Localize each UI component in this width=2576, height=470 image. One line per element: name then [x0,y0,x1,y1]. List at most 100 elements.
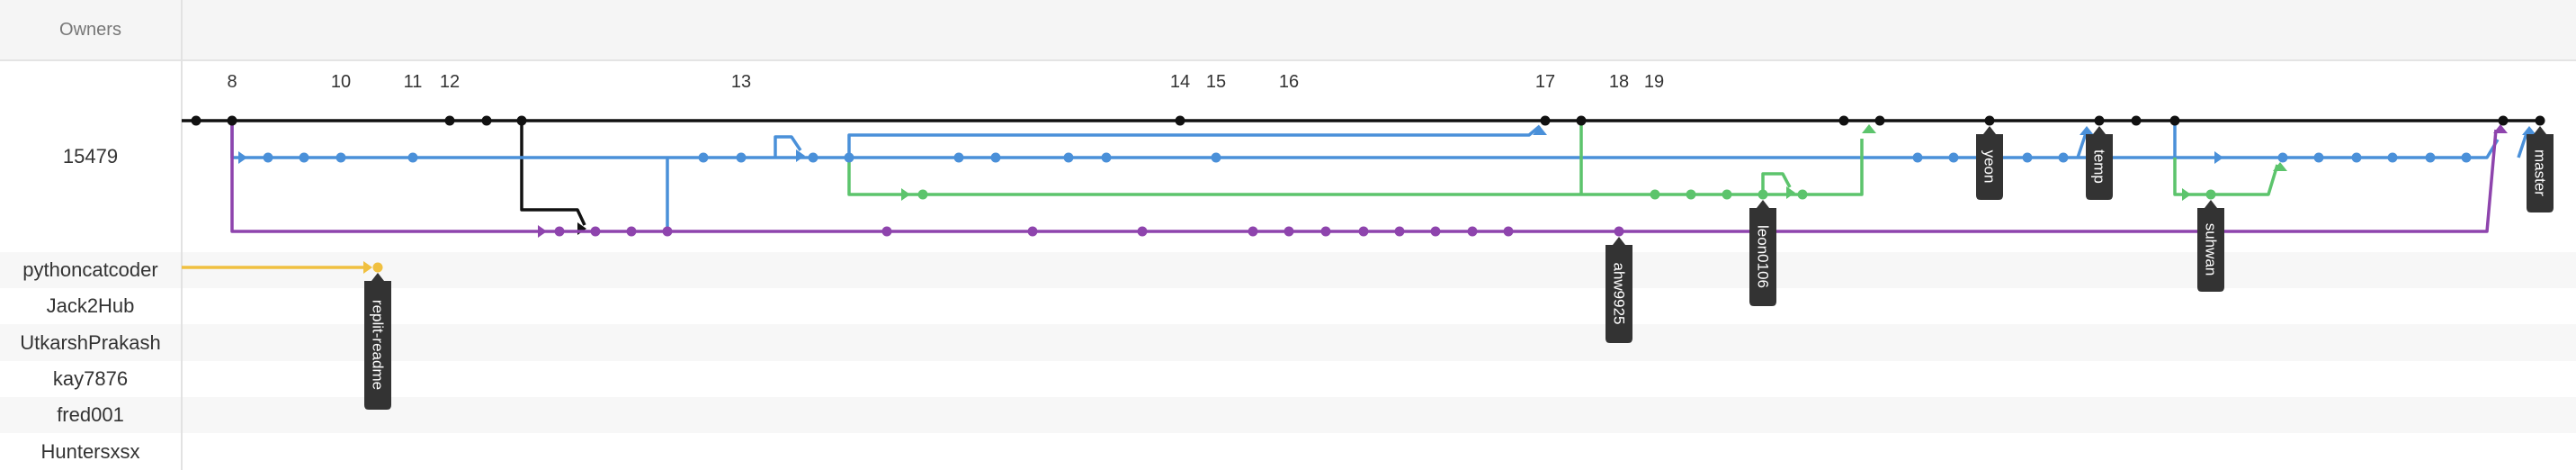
commit-dot[interactable] [1912,152,1923,163]
date-tick-label: 17 [1535,72,1555,92]
commit-dot[interactable] [2461,152,2472,163]
branch-label-tag[interactable]: ahw9925 [1606,237,1632,343]
owner-row: Jack2Hub [0,288,2576,324]
branch-label-background [2086,126,2113,200]
commit-dot[interactable] [1284,226,1294,237]
branch-label-tag[interactable]: master [2527,126,2554,212]
branch-label-tag[interactable]: temp [2086,126,2113,200]
commit-dot[interactable] [372,262,383,273]
branch-label-background [1606,237,1632,343]
commit-dot[interactable] [2425,152,2436,163]
commit-dot[interactable] [299,152,309,163]
blue-loop-line [774,135,802,158]
graph-header: Owners [0,0,2576,61]
commit-dot[interactable] [2535,115,2545,126]
green-branch-line [847,139,1864,196]
commit-dot[interactable] [1211,152,1221,163]
commit-dot[interactable] [590,226,601,237]
commit-dot[interactable] [263,152,273,163]
branch-label-text: leon0106 [1755,225,1772,288]
commit-dot[interactable] [1650,189,1660,200]
commit-dot[interactable] [1027,226,1038,237]
branch-label-tag[interactable]: suhwan [2197,200,2224,292]
commit-dot[interactable] [1614,226,1624,237]
commit-dot[interactable] [2313,152,2324,163]
commit-dot[interactable] [1101,152,1112,163]
commit-dot[interactable] [881,226,892,237]
commit-dot[interactable] [1540,115,1551,126]
commit-dot[interactable] [808,152,818,163]
commit-dot[interactable] [191,115,201,126]
commit-dot[interactable] [2169,115,2180,126]
commit-dot[interactable] [990,152,1001,163]
arrow-icon [2182,188,2191,201]
commit-dot[interactable] [1797,189,1808,200]
commit-dot[interactable] [1320,226,1331,237]
arrow-icon [538,225,547,238]
commit-dot[interactable] [1248,226,1258,237]
commit-dot[interactable] [2498,115,2509,126]
commit-dot[interactable] [1430,226,1441,237]
commit-dot[interactable] [1503,226,1514,237]
branch-label-text: ahw9925 [1611,262,1628,324]
commit-dot[interactable] [626,226,637,237]
commit-dot[interactable] [662,226,673,237]
owner-name: Jack2Hub [46,294,135,317]
commit-dot[interactable] [2094,115,2105,126]
commit-dot[interactable] [2131,115,2142,126]
commit-dot[interactable] [1467,226,1478,237]
commit-dot[interactable] [2058,152,2069,163]
commit-dot[interactable] [2387,152,2398,163]
commit-dot[interactable] [1394,226,1405,237]
owners-header: Owners [59,19,121,40]
commit-dot[interactable] [2022,152,2033,163]
green-loop-line [1761,172,1792,194]
commit-dot[interactable] [1686,189,1696,200]
commit-dot[interactable] [1722,189,1732,200]
branch-label-text: temp [2091,149,2108,184]
commit-dot[interactable] [1137,226,1148,237]
arrow-icon [363,261,372,274]
owner-name: UtkarshPrakash [20,330,161,354]
branch-label-tag[interactable]: yeon [1976,126,2003,200]
commit-dot[interactable] [1948,152,1959,163]
commit-dot[interactable] [844,152,854,163]
branch-label-background [364,273,391,410]
arrow-icon [901,188,910,201]
commit-dot[interactable] [1838,115,1849,126]
commit-dot[interactable] [1874,115,1885,126]
commit-dot[interactable] [917,189,928,200]
owner-name: Huntersxsx [40,439,140,463]
commit-dot[interactable] [1576,115,1587,126]
owner-row: Huntersxsx [0,433,2576,470]
commit-dot[interactable] [1758,189,1768,200]
commit-dot[interactable] [2205,189,2216,200]
arrow-icon [238,151,247,164]
commit-dot[interactable] [1984,115,1995,126]
branch-label-tag[interactable]: replit-readme [364,273,391,410]
commit-dot[interactable] [516,115,527,126]
arrow-icon [1533,126,1547,135]
commit-dot[interactable] [444,115,455,126]
commit-dot[interactable] [698,152,709,163]
branch-label-text: master [2532,149,2549,196]
commit-dot[interactable] [1175,115,1185,126]
commit-dot[interactable] [1063,152,1074,163]
commit-dot[interactable] [554,226,565,237]
owner-row: pythoncatcoder [0,252,2576,288]
commit-dot[interactable] [1358,226,1369,237]
commit-dot[interactable] [481,115,492,126]
commit-dot[interactable] [335,152,346,163]
date-tick-label: 14 [1170,72,1190,92]
commit-dot[interactable] [736,152,747,163]
arrow-icon [2493,124,2508,133]
commit-dot[interactable] [2351,152,2362,163]
commit-dot[interactable] [227,115,237,126]
commit-dot[interactable] [953,152,964,163]
branch-label-tag[interactable]: leon0106 [1749,200,1776,306]
commit-dot[interactable] [2277,152,2288,163]
arrow-icon [2273,162,2287,171]
date-tick-label: 8 [227,72,237,92]
commit-dot[interactable] [407,152,418,163]
